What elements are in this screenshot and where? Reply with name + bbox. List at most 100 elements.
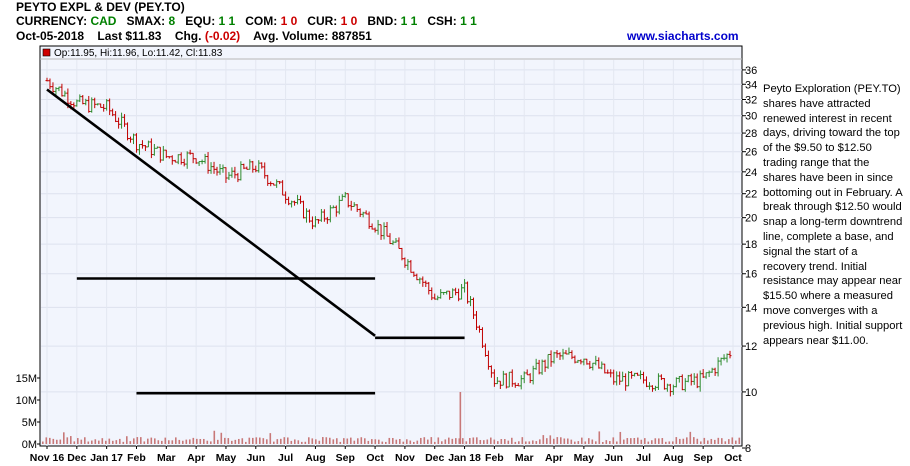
volume-bar [210, 441, 212, 444]
com-value: 1 0 [280, 14, 298, 28]
volume-bar [616, 441, 618, 444]
volume-bar [189, 439, 191, 444]
volume-bar [504, 439, 506, 444]
volume-bar [357, 438, 359, 444]
volume-bar [70, 436, 72, 444]
volume-bar [315, 439, 317, 444]
ticker-title: PEYTO EXPL & DEV (PEY.TO) [16, 0, 185, 14]
volume-bar [325, 437, 328, 444]
volume-bar [185, 439, 188, 444]
volume-bar [637, 437, 639, 444]
volume-bar [402, 441, 405, 444]
volume-bar [595, 441, 597, 444]
website-link[interactable]: www.siacharts.com [627, 29, 739, 43]
volume-bar [672, 441, 674, 444]
time-tick-label: Oct [724, 452, 742, 464]
volume-bar [630, 438, 632, 444]
volume-bar [150, 437, 153, 444]
volume-bar [451, 438, 454, 444]
volume-bar [297, 440, 300, 444]
price-tick-label: 24 [745, 167, 757, 179]
volume-bar [556, 437, 559, 444]
time-tick-label: Aug [305, 452, 325, 464]
volume-bar [378, 439, 380, 444]
volume-bar [619, 431, 622, 444]
volume-bar [570, 439, 573, 444]
volume-bar [528, 441, 531, 444]
volume-bar [395, 439, 398, 444]
last-label: Last [97, 29, 123, 43]
volume-bar [245, 441, 247, 444]
time-tick-label: Mar [157, 452, 176, 464]
time-tick-label: Sep [694, 452, 713, 464]
volume-bar [143, 441, 146, 444]
volume-bar [318, 440, 321, 444]
volume-bar [339, 441, 342, 444]
price-tick-label: 30 [745, 111, 757, 123]
volume-bar [710, 438, 713, 444]
volume-bar [458, 438, 461, 444]
volume-bar [472, 437, 475, 444]
volume-bar [255, 437, 258, 444]
volume-bar [115, 440, 118, 444]
volume-bar [647, 441, 650, 444]
volume-bar [252, 437, 254, 444]
volume-bar [490, 437, 492, 444]
volume-bar [45, 437, 48, 444]
time-tick-label: Feb [485, 452, 504, 464]
volume-bar [539, 439, 541, 444]
time-tick-label: May [574, 452, 595, 464]
volume-bar [588, 438, 590, 444]
volume-bar [80, 439, 83, 444]
volume-bar [101, 438, 104, 444]
volume-bar [308, 437, 310, 444]
volume-bar [609, 441, 611, 444]
commentary-text: Peyto Exploration (PEY.TO) shares have a… [763, 83, 903, 347]
volume-bar [280, 438, 282, 444]
volume-tick-label: 0M [22, 439, 37, 451]
volume-bar [448, 437, 450, 444]
last-value: $11.83 [125, 29, 162, 43]
volume-bar [346, 438, 349, 444]
volume-spike [459, 392, 462, 444]
time-tick-label: Feb [127, 452, 146, 464]
cur-value: 1 0 [340, 14, 358, 28]
volume-bar [178, 439, 181, 444]
price-tick-label: 8 [745, 443, 751, 455]
volume-bar [626, 438, 629, 444]
indicator-row: CURRENCY: CAD SMAX: 8 EQU: 1 1 COM: 1 0 … [16, 14, 477, 28]
volume-bar [532, 440, 534, 444]
volume-bar [367, 440, 370, 444]
trendlines [46, 88, 465, 395]
volume-bar [420, 437, 422, 444]
volume-bar [486, 439, 489, 444]
quote-date: Oct-05-2018 [16, 29, 85, 43]
volume-bar [633, 438, 636, 444]
volume-bar [192, 437, 195, 444]
volume-bar [283, 437, 286, 444]
volume-bar [350, 437, 352, 444]
volume-bar [423, 437, 426, 444]
volume-bar [549, 435, 552, 444]
volume-bar [157, 440, 160, 444]
volume-bar [640, 439, 643, 444]
volume-bar [66, 437, 69, 444]
volume-bar [84, 437, 86, 444]
volume-bar [735, 440, 737, 444]
volume-bar [623, 439, 625, 444]
volume-bar [262, 438, 265, 444]
volume-bar [374, 439, 377, 444]
smax-label: SMAX: [126, 14, 166, 28]
volume-bar [644, 438, 646, 444]
volume-bar [542, 435, 545, 444]
price-tick-label: 12 [745, 341, 757, 353]
time-tick-label: Jun [246, 452, 265, 464]
price-tick-label: 10 [745, 387, 757, 399]
volume-bar [154, 438, 156, 444]
time-tick-label: May [216, 452, 237, 464]
volume-bar [731, 437, 734, 444]
time-tick-label: Oct [366, 452, 384, 464]
volume-bar [612, 437, 615, 444]
volume-bar [140, 437, 142, 444]
volume-bar [294, 439, 296, 444]
